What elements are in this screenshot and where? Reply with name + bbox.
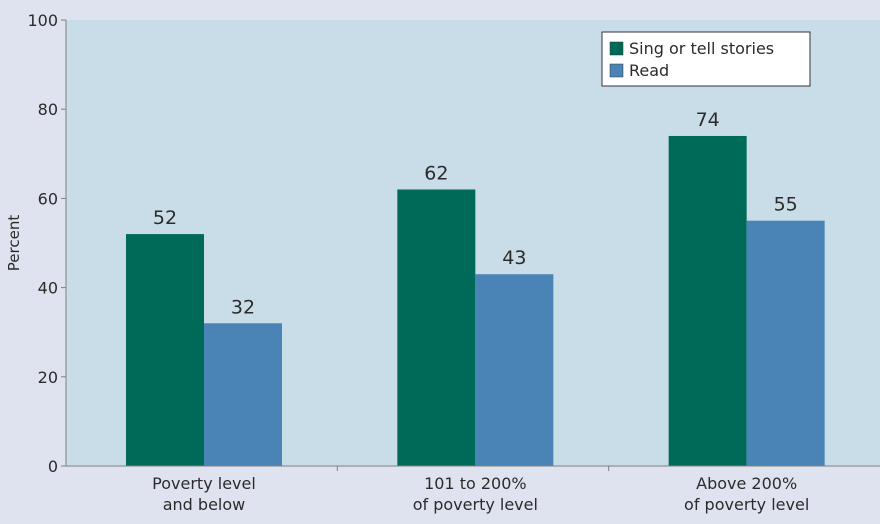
data-label: 55	[774, 194, 798, 216]
data-label: 32	[231, 296, 255, 318]
x-category-label: Poverty level	[152, 474, 256, 493]
bar-read-1	[475, 274, 554, 466]
y-axis-label: Percent	[5, 215, 23, 272]
bar-sing-2	[668, 135, 747, 466]
legend-label: Sing or tell stories	[629, 39, 774, 58]
data-label: 52	[153, 207, 177, 229]
bar-sing-1	[397, 189, 476, 467]
data-label: 62	[424, 162, 448, 184]
x-category-label: of poverty level	[684, 495, 809, 514]
x-category-label: of poverty level	[413, 495, 538, 514]
data-label: 43	[502, 247, 526, 269]
legend-label: Read	[629, 61, 669, 80]
x-category-label: 101 to 200%	[424, 474, 527, 493]
y-tick-label: 0	[48, 457, 58, 476]
y-tick-label: 80	[38, 100, 58, 119]
y-tick-label: 60	[38, 189, 58, 208]
legend-swatch	[609, 63, 624, 78]
x-category-labels-group: Poverty level and below 101 to 200% of pove…	[152, 474, 809, 514]
legend: Sing or tell stories Read	[601, 31, 811, 87]
axes-group	[61, 19, 880, 471]
bar-sing-0	[126, 234, 204, 466]
data-labels-group: 52 32 62 43 74 55	[153, 109, 798, 318]
bar-read-2	[746, 220, 825, 466]
y-tick-label: 40	[38, 279, 58, 298]
y-tick-labels-group: 0 20 40 60 80 100	[27, 11, 58, 476]
bars-group	[126, 135, 825, 467]
data-label: 74	[696, 109, 720, 131]
legend-swatch	[609, 41, 624, 56]
y-tick-label: 100	[27, 11, 58, 30]
legend-box	[601, 31, 811, 87]
x-category-label: and below	[163, 495, 246, 514]
bar-read-0	[204, 323, 282, 466]
y-tick-label: 20	[38, 368, 58, 387]
x-category-label: Above 200%	[696, 474, 797, 493]
